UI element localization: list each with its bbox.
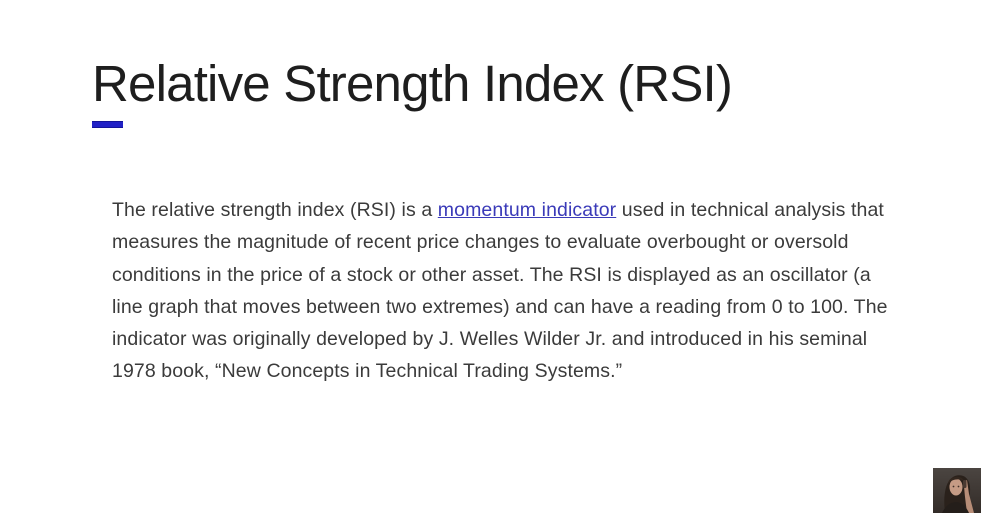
paragraph-text-before-link: The relative strength index (RSI) is a: [112, 199, 438, 221]
rsi-description-paragraph: The relative strength index (RSI) is a m…: [112, 194, 896, 388]
presenter-avatar-icon: [933, 468, 981, 513]
page-title: Relative Strength Index (RSI): [92, 55, 733, 112]
momentum-indicator-link[interactable]: momentum indicator: [437, 199, 617, 221]
title-accent-bar: [92, 121, 123, 128]
paragraph-text-after-link: used in technical analysis that measures…: [112, 199, 888, 383]
webcam-overlay: [933, 468, 981, 513]
